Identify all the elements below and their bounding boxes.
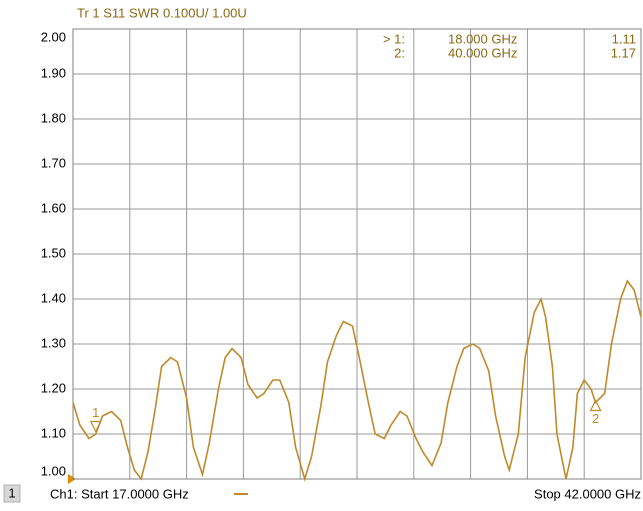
y-tick-label: 1.80	[41, 110, 66, 125]
stop-label: Stop 42.0000 GHz	[534, 486, 641, 501]
marker-table-freq: 18.000 GHz	[448, 31, 517, 46]
marker-table-value: 1.17	[611, 45, 636, 60]
marker-id: 2	[592, 411, 599, 426]
reference-arrow	[68, 474, 76, 484]
y-tick-label: 1.00	[41, 463, 66, 478]
channel-number: 1	[8, 485, 15, 500]
marker-id: 1	[92, 405, 99, 420]
marker	[589, 399, 602, 412]
y-tick-label: 1.50	[41, 245, 66, 260]
y-tick-label: 1.70	[41, 155, 66, 170]
y-tick-label: 1.90	[41, 65, 66, 80]
y-tick-label: 1.60	[41, 200, 66, 215]
marker-table-freq: 40.000 GHz	[448, 45, 517, 60]
marker-table-value: 1.11	[612, 31, 636, 46]
y-tick-label: 1.10	[41, 425, 66, 440]
y-tick-label: 1.40	[41, 290, 66, 305]
marker-table-label: 2:	[394, 45, 405, 60]
marker	[89, 420, 102, 433]
plot-frame	[72, 28, 642, 480]
channel-box	[3, 484, 21, 503]
marker-table-label: > 1:	[383, 31, 405, 46]
start-label: Ch1: Start 17.0000 GHz	[50, 486, 189, 501]
y-tick-label: 1.30	[41, 335, 66, 350]
trace	[72, 279, 642, 482]
y-tick-label: 1.20	[41, 380, 66, 395]
y-tick-label: 2.00	[41, 29, 66, 44]
chart-title: Tr 1 S11 SWR 0.100U/ 1.00U	[77, 5, 247, 20]
